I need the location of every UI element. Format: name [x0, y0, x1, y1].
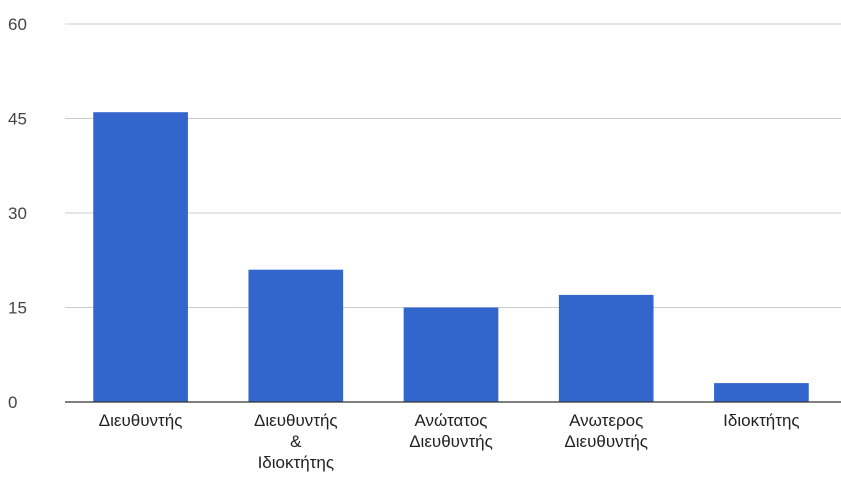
x-category-label-line: Ανωτερος: [569, 411, 643, 430]
bar: [248, 269, 344, 402]
y-tick-label: 30: [8, 204, 27, 223]
x-category-label-line: Διευθυντής: [409, 432, 493, 451]
bar: [93, 112, 188, 402]
x-category-label: Ιδιοκτήτης: [723, 411, 799, 430]
x-category-label: Ανωτερος Διευθυντής: [564, 411, 648, 451]
y-tick-label: 0: [8, 393, 17, 412]
x-axis-category-labels: Διευθυντής Διευθυντής & Ιδιοκτήτης Ανώτατος Δ…: [99, 411, 800, 472]
x-category-label: Διευθυντής: [99, 411, 183, 430]
bar: [403, 307, 499, 402]
y-tick-label: 15: [8, 299, 27, 318]
bars: [93, 112, 809, 402]
bar: [558, 294, 654, 402]
y-tick-label: 60: [8, 15, 27, 34]
x-category-label-line: Ιδιοκτήτης: [723, 411, 799, 430]
y-axis-tick-labels: 0 15 30 45 60: [8, 15, 27, 412]
x-category-label-line: Διευθυντής: [99, 411, 183, 430]
x-category-label-line: Διευθυντής: [254, 411, 338, 430]
x-category-label-line: Ανώτατος: [415, 411, 488, 430]
x-category-label-line: Ιδιοκτήτης: [258, 453, 334, 472]
y-tick-label: 45: [8, 110, 27, 129]
x-category-label: Διευθυντής & Ιδιοκτήτης: [254, 411, 338, 472]
bar: [714, 383, 809, 402]
x-category-label-line: Διευθυντής: [564, 432, 648, 451]
x-category-label-line: &: [290, 432, 302, 451]
x-category-label: Ανώτατος Διευθυντής: [409, 411, 493, 451]
